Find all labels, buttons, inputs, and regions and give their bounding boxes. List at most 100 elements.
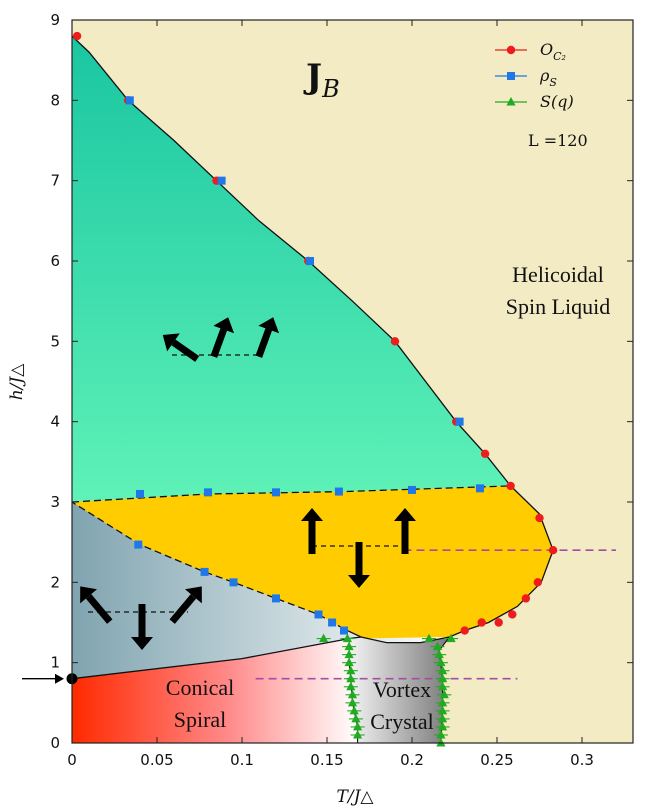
data-point xyxy=(455,417,464,426)
data-point xyxy=(351,713,361,723)
phase-regions xyxy=(72,20,633,743)
x-tick-label: 0.1 xyxy=(230,751,254,769)
vortex-region-label: Vortex Crystal xyxy=(370,677,434,734)
data-point xyxy=(347,689,358,699)
data-point xyxy=(436,657,446,667)
spin-arrow-glyphs xyxy=(22,317,416,685)
data-point xyxy=(434,649,444,659)
teal-spin-arrow-1 xyxy=(162,333,180,352)
legend-label: S(q) xyxy=(540,92,574,111)
series-2-markers xyxy=(316,633,459,747)
data-point xyxy=(436,738,446,747)
data-point xyxy=(204,488,212,497)
teal-spin-arrow-1-shaft xyxy=(171,339,200,362)
svg-text:Spin Liquid: Spin Liquid xyxy=(506,294,611,319)
legend-item-1: ρS xyxy=(495,66,557,89)
gray-spin-arrow-3-shaft xyxy=(169,594,197,624)
data-point xyxy=(346,665,356,675)
data-point xyxy=(439,689,449,699)
gray-spin-arrow-3 xyxy=(185,586,202,604)
y-tick-label: 9 xyxy=(50,11,60,29)
data-point xyxy=(342,633,352,643)
svg-text:Vortex: Vortex xyxy=(373,677,431,702)
conical-region-label: Conical Spiral xyxy=(166,675,234,732)
data-point xyxy=(340,626,348,635)
y-tick-label: 6 xyxy=(50,252,60,270)
gray-spin-arrow-1-shaft xyxy=(85,594,113,624)
data-point xyxy=(344,641,354,651)
yellow-spin-arrow-1 xyxy=(301,508,323,521)
upper-phase-region xyxy=(72,20,511,502)
data-point xyxy=(125,96,134,105)
legend-item-2: S(q) xyxy=(495,92,574,111)
plot-frame xyxy=(71,19,634,744)
data-point xyxy=(334,487,343,496)
data-point xyxy=(535,513,544,523)
marked-point-arrowhead xyxy=(55,673,64,684)
yellow-spin-arrow-2 xyxy=(348,575,370,588)
x-tick-label: 0.3 xyxy=(570,751,594,769)
svg-text:Spiral: Spiral xyxy=(174,707,227,732)
legend-label: ρS xyxy=(539,66,557,89)
data-point xyxy=(306,257,314,265)
data-point xyxy=(353,729,363,739)
legend-label: OC₂ xyxy=(540,40,566,63)
data-point xyxy=(506,481,515,491)
gray-spin-arrow-1 xyxy=(80,586,97,604)
y-axis-label: h/J△ xyxy=(7,363,27,400)
x-axis-ticks: 0 0.05 0.1 0.15 0.2 0.25 0.3 xyxy=(67,20,594,769)
yellow-spin-arrow-3 xyxy=(394,508,416,521)
legend-marker xyxy=(506,45,516,55)
data-point xyxy=(424,633,434,643)
y-tick-label: 3 xyxy=(50,493,60,511)
legend-marker xyxy=(506,97,516,106)
y-tick-label: 2 xyxy=(50,573,60,591)
chart-legend: OC₂ ρS S(q) xyxy=(495,40,574,111)
data-point xyxy=(438,681,448,691)
data-point xyxy=(136,489,144,498)
data-point xyxy=(314,610,323,619)
y-tick-label: 7 xyxy=(50,172,60,190)
data-point xyxy=(346,673,356,683)
chart-title: JB xyxy=(303,57,340,103)
data-point xyxy=(432,641,443,651)
data-point xyxy=(229,578,238,587)
data-point xyxy=(476,484,484,493)
data-point xyxy=(438,713,448,723)
data-point xyxy=(344,657,354,667)
data-point xyxy=(390,337,400,346)
svg-text:Helicoidal: Helicoidal xyxy=(512,262,604,287)
svg-text:Conical: Conical xyxy=(166,675,234,700)
data-point xyxy=(319,633,329,643)
data-point xyxy=(521,594,531,603)
y-tick-label: 8 xyxy=(50,91,60,109)
x-tick-label: 0.25 xyxy=(480,751,513,769)
data-point xyxy=(349,705,359,715)
conical-spiral-region xyxy=(72,638,358,743)
gray-spin-arrow-2 xyxy=(131,637,153,650)
y-axis-ticks: 0 1 2 3 4 5 6 7 8 9 xyxy=(50,11,633,752)
x-tick-label: 0.05 xyxy=(140,751,173,769)
legend-note: L =120 xyxy=(528,131,588,150)
data-point xyxy=(72,31,82,41)
data-point xyxy=(533,578,542,587)
y-tick-label: 5 xyxy=(50,332,60,350)
y-tick-label: 4 xyxy=(50,413,60,431)
data-point xyxy=(446,633,456,643)
data-point xyxy=(344,649,354,659)
data-point xyxy=(436,729,446,739)
legend-item-0: OC₂ xyxy=(495,40,566,63)
middle-phase-region xyxy=(72,485,554,643)
data-point xyxy=(508,610,517,619)
data-point xyxy=(353,721,363,731)
data-point xyxy=(477,618,486,627)
teal-spin-arrow-3-shaft xyxy=(255,328,273,358)
teal-spin-arrow-2-shaft xyxy=(210,328,228,358)
legend-marker xyxy=(507,72,515,80)
data-markers xyxy=(72,31,558,747)
vortex-crystal-region xyxy=(349,637,450,743)
teal-spin-arrow-2 xyxy=(213,317,235,334)
data-point xyxy=(460,626,469,635)
data-point xyxy=(548,546,558,555)
